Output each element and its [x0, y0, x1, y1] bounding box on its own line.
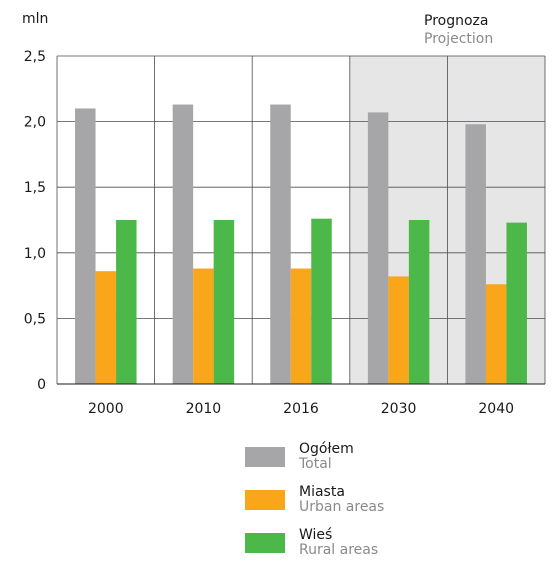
legend-label-total: Ogółem	[299, 441, 354, 457]
bar-urban-areas-2040	[485, 284, 507, 384]
bar-total-2016	[270, 104, 291, 384]
bar-rural-areas-2010	[213, 220, 235, 384]
y-tick-label: 1,5	[24, 180, 46, 196]
bar-chart: mln Prognoza Projection 0 0,5 1,0 1,5 2,0 2,5…	[22, 11, 546, 417]
x-tick-label: 2010	[186, 401, 222, 417]
y-tick-label: 2,0	[24, 115, 46, 131]
legend-label-total-en: Total	[299, 456, 332, 472]
legend-label-rural-en: Rural areas	[299, 542, 379, 558]
bar-rural-areas-2016	[311, 218, 332, 384]
legend-swatch-urban	[245, 490, 285, 510]
projection-label-pl: Prognoza	[424, 13, 488, 29]
chart-grid	[56, 55, 546, 385]
x-tick-label: 2030	[381, 401, 417, 417]
legend-swatch-rural	[245, 533, 285, 553]
x-tick-label: 2016	[283, 401, 319, 417]
legend-item-rural: Wieś Rural areas	[245, 528, 384, 568]
bar-rural-areas-2040	[506, 222, 527, 384]
projection-shading	[349, 56, 545, 384]
bars	[75, 104, 527, 384]
bar-urban-areas-2000	[95, 271, 117, 384]
legend-swatch-total	[245, 447, 285, 467]
bar-total-2030	[367, 112, 389, 384]
unit-label: mln	[22, 11, 48, 27]
y-tick-label: 1,0	[24, 246, 46, 262]
legend-label-rural: Wieś	[299, 527, 333, 543]
bar-urban-areas-2010	[193, 268, 214, 384]
bar-urban-areas-2030	[388, 276, 409, 384]
legend-label-urban-en: Urban areas	[299, 499, 385, 515]
bar-total-2000	[75, 108, 96, 384]
y-tick-label: 0,5	[24, 311, 46, 327]
bar-total-2010	[172, 104, 194, 384]
y-tick-label: 0	[37, 377, 46, 393]
bar-urban-areas-2016	[290, 268, 312, 384]
bar-rural-areas-2000	[116, 220, 137, 384]
x-axis-ticks: 2000 2010 2016 2030 2040	[88, 401, 514, 417]
bar-total-2040	[465, 124, 486, 384]
legend: Ogółem Total Miasta Urban areas Wieś Rur…	[245, 442, 384, 571]
x-tick-label: 2040	[478, 401, 514, 417]
legend-item-urban: Miasta Urban areas	[245, 485, 384, 525]
bar-rural-areas-2030	[408, 220, 430, 384]
x-tick-label: 2000	[88, 401, 124, 417]
projection-label-en: Projection	[424, 31, 493, 47]
legend-label-urban: Miasta	[299, 484, 345, 500]
legend-item-total: Ogółem Total	[245, 442, 384, 482]
y-axis-ticks: 0 0,5 1,0 1,5 2,0 2,5	[24, 49, 46, 393]
y-tick-label: 2,5	[24, 49, 46, 65]
